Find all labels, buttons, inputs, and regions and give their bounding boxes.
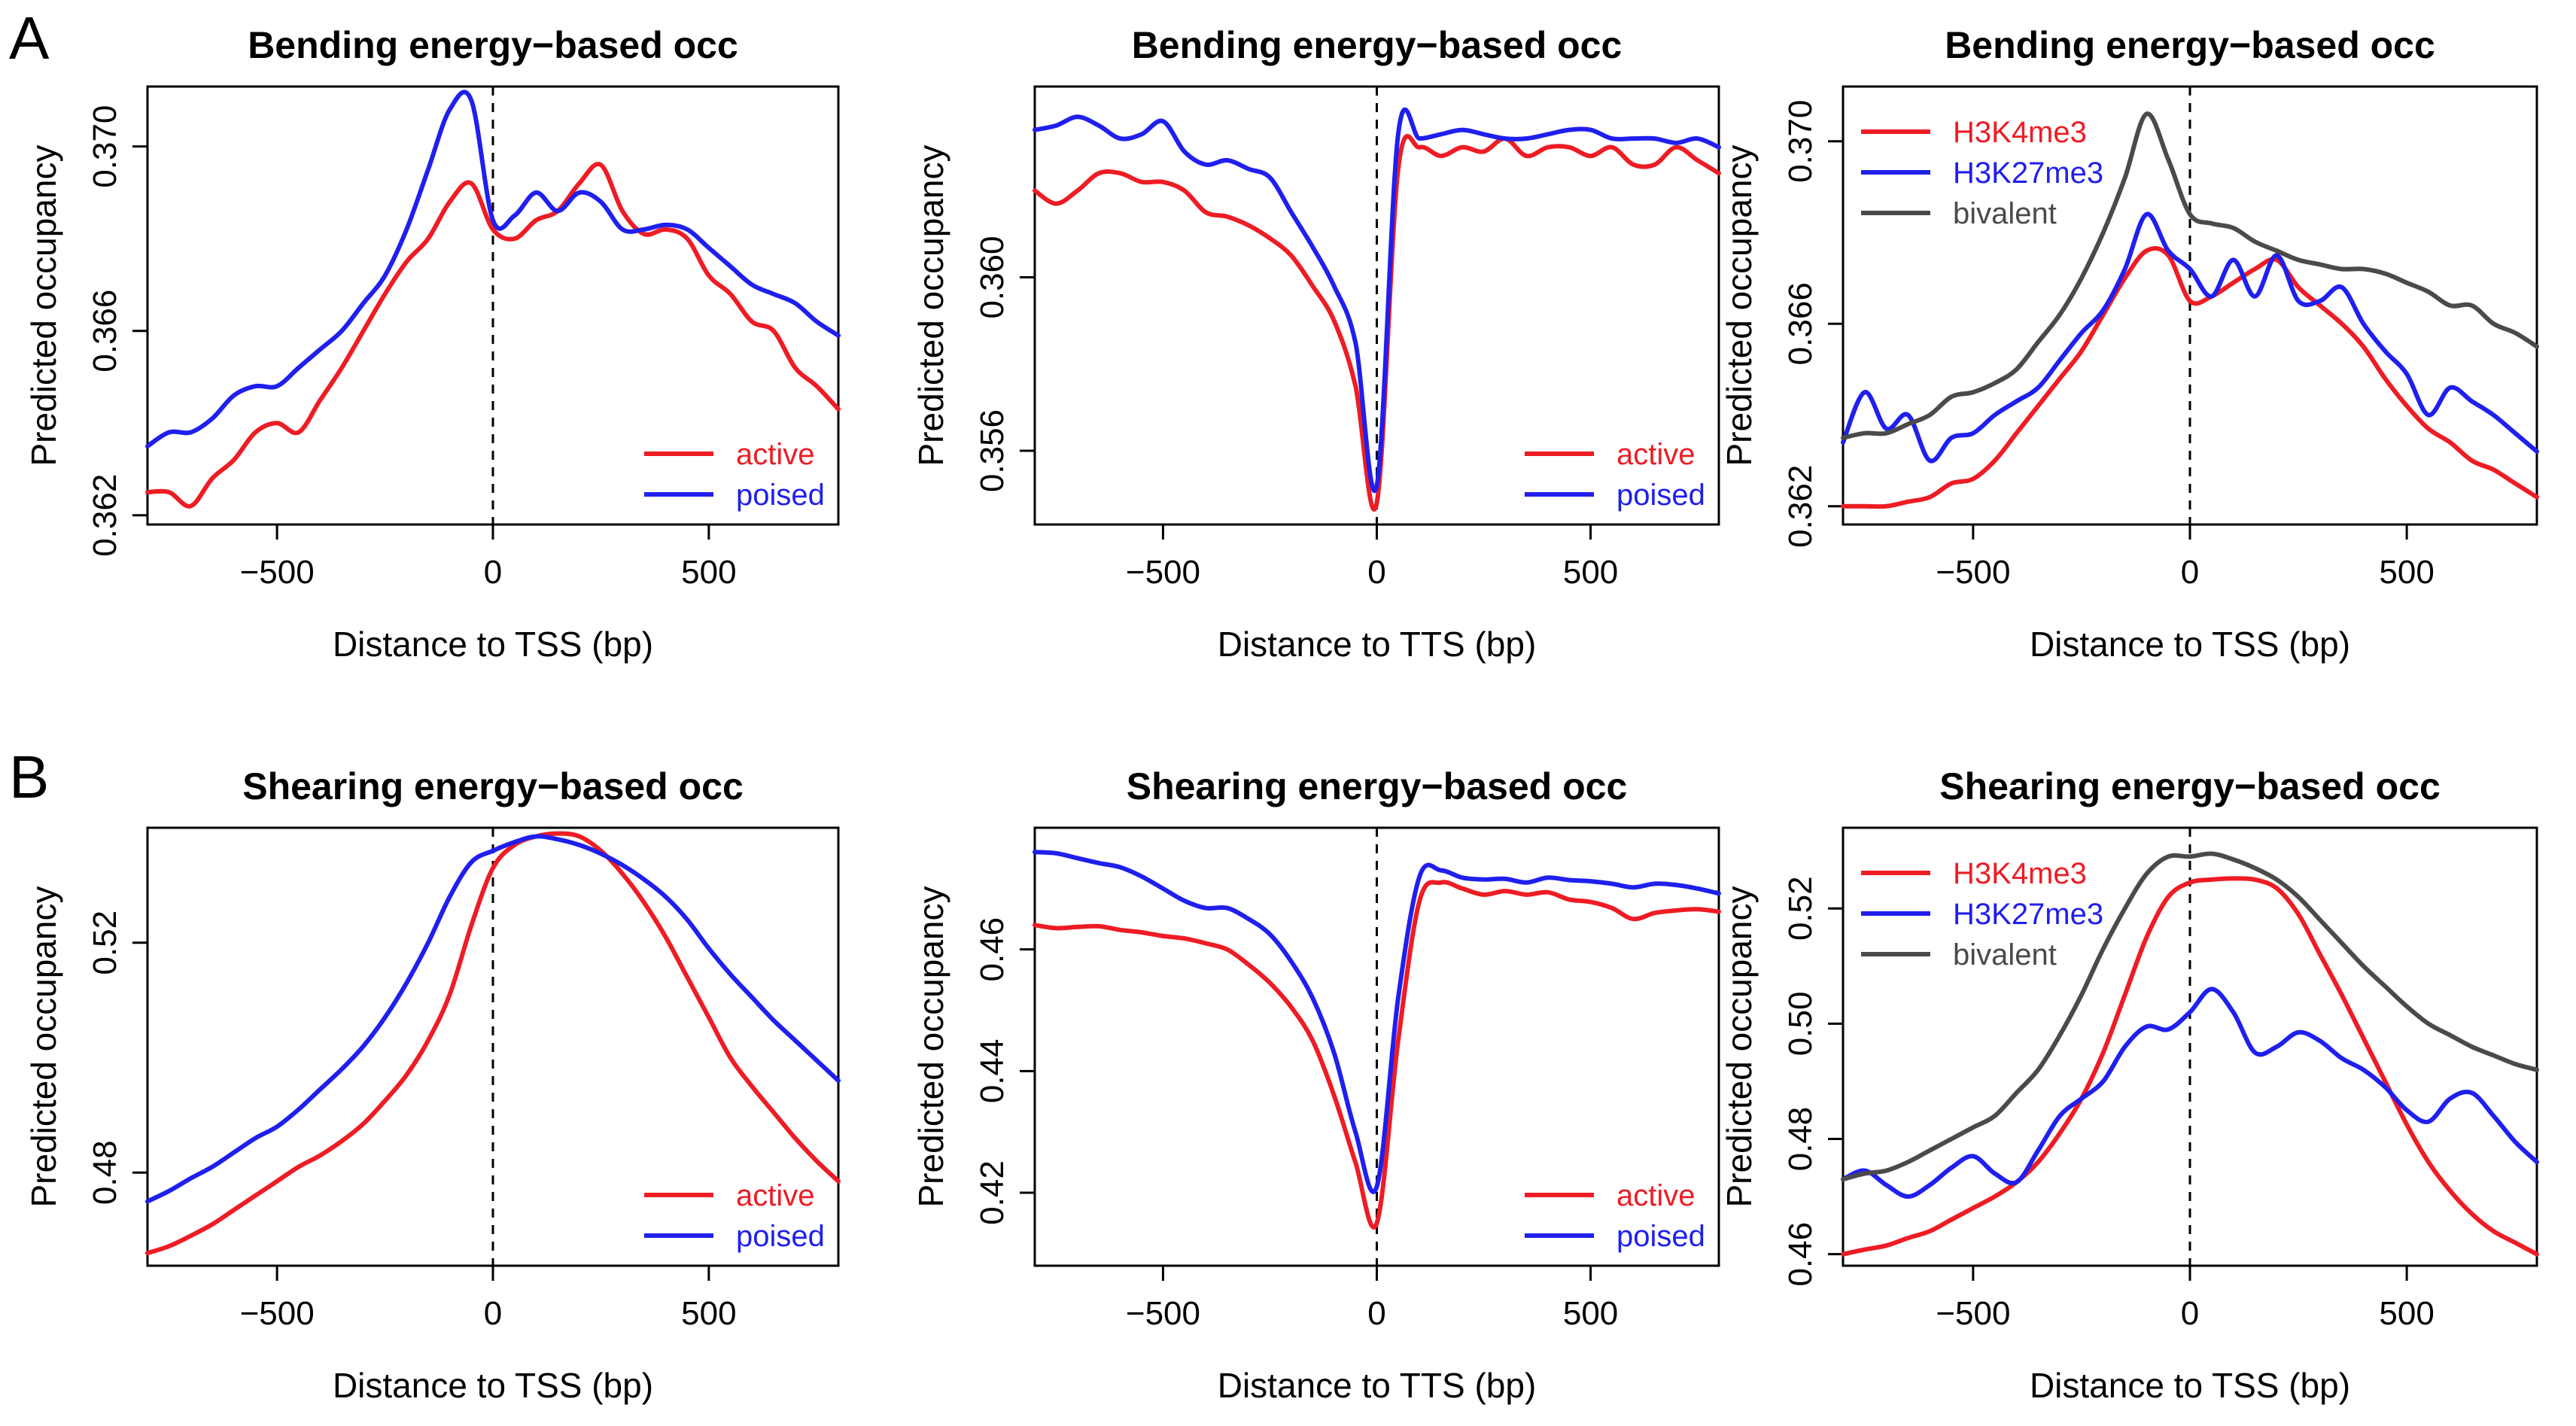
series-line-h3k4me3 (1841, 246, 2539, 509)
x-axis-label: Distance to TSS (bp) (2030, 625, 2350, 664)
x-tick-label: 0 (1367, 554, 1385, 591)
x-tick-label: −500 (240, 1295, 315, 1332)
panel-label-b: B (9, 743, 49, 810)
legend-label: H3K4me3 (1953, 857, 2087, 890)
x-tick-label: 0 (1367, 1295, 1385, 1332)
y-axis-label: Predicted occupancy (911, 144, 950, 466)
y-tick-label: 0.48 (87, 1140, 123, 1205)
legend-label: active (736, 1179, 815, 1212)
legend-label: H3K27me3 (1953, 157, 2103, 190)
y-tick-label: 0.362 (1782, 465, 1819, 548)
legend-label: H3K4me3 (1953, 116, 2087, 149)
x-tick-label: 500 (681, 1295, 736, 1332)
y-tick-label: 0.46 (1782, 1222, 1819, 1287)
legend-label: poised (736, 479, 825, 512)
y-axis-label: Predicted occupancy (1720, 144, 1759, 466)
y-tick-label: 0.356 (974, 409, 1011, 492)
y-tick-label: 0.366 (87, 290, 123, 372)
y-tick-label: 0.370 (87, 105, 123, 188)
series-line-poised (145, 834, 841, 1204)
series-line-bivalent (1841, 111, 2539, 440)
legend-label: bivalent (1953, 197, 2057, 230)
x-tick-label: 0 (484, 554, 502, 591)
y-tick-label: 0.46 (974, 917, 1011, 982)
series-line-poised (1033, 850, 1721, 1194)
x-axis-label: Distance to TSS (bp) (333, 625, 653, 664)
chart-title: Bending energy−based occ (1132, 24, 1623, 66)
y-axis-label: Predicted occupancy (1720, 886, 1759, 1207)
chart-a1-bending-tss: Bending energy−based occ −500 0 500 Distance… (24, 24, 841, 664)
y-axis-label: Predicted occupancy (911, 886, 950, 1207)
x-tick-label: 500 (1563, 1295, 1618, 1332)
series-line-poised (145, 90, 841, 448)
chart-title: Shearing energy−based occ (1127, 765, 1628, 807)
x-tick-label: 0 (484, 1295, 502, 1332)
y-axis-label: Predicted occupancy (24, 886, 63, 1207)
series-line-h3k4me3 (1841, 876, 2539, 1257)
legend-label: active (736, 438, 815, 471)
x-tick-label: 0 (2181, 554, 2199, 591)
x-tick-label: 0 (2181, 1295, 2199, 1332)
series-line-active (145, 162, 841, 509)
x-tick-label: 500 (681, 554, 736, 591)
y-tick-label: 0.362 (87, 474, 123, 557)
legend-label: poised (1616, 1220, 1705, 1253)
x-tick-label: −500 (1126, 554, 1200, 591)
legend-label: bivalent (1953, 938, 2057, 971)
x-tick-label: 500 (2379, 1295, 2434, 1332)
y-tick-label: 0.52 (1782, 876, 1819, 941)
chart-b1-shearing-tss: Shearing energy−based occ −500 0 500 Distanc… (24, 765, 841, 1405)
series-line-active (1033, 880, 1721, 1230)
y-tick-label: 0.360 (974, 236, 1011, 318)
x-axis-label: Distance to TSS (bp) (2030, 1366, 2350, 1405)
x-tick-label: −500 (240, 554, 315, 591)
x-axis-label: Distance to TSS (bp) (333, 1366, 653, 1405)
chart-b2-shearing-tts: Shearing energy−based occ −500 0 500 Distanc… (911, 765, 1721, 1405)
y-tick-label: 0.52 (87, 911, 123, 975)
legend-label: H3K27me3 (1953, 898, 2103, 931)
legend-label: active (1616, 438, 1696, 471)
chart-a2-bending-tts: Bending energy−based occ −500 0 500 Distance… (911, 24, 1721, 664)
legend-label: active (1616, 1179, 1696, 1212)
x-axis-label: Distance to TTS (bp) (1218, 625, 1537, 664)
chart-title: Bending energy−based occ (248, 24, 738, 66)
y-tick-label: 0.44 (974, 1039, 1011, 1104)
chart-b3-shearing-histone: Shearing energy−based occ −500 0 500 Distanc… (1720, 765, 2539, 1405)
legend-label: poised (736, 1220, 825, 1253)
chart-title: Shearing energy−based occ (242, 765, 744, 807)
series-line-poised (1033, 107, 1721, 494)
y-tick-label: 0.48 (1782, 1107, 1819, 1172)
y-tick-label: 0.370 (1782, 100, 1819, 183)
x-tick-label: −500 (1936, 554, 2010, 591)
y-tick-label: 0.366 (1782, 282, 1819, 365)
x-axis-label: Distance to TTS (bp) (1218, 1366, 1537, 1405)
y-tick-label: 0.50 (1782, 992, 1819, 1057)
panel-label-a: A (9, 5, 50, 71)
x-tick-label: −500 (1126, 1295, 1200, 1332)
series-line-bivalent (1841, 851, 2539, 1182)
chart-a3-bending-histone: Bending energy−based occ −500 0 500 Distance… (1720, 24, 2539, 664)
chart-title: Shearing energy−based occ (1939, 765, 2441, 807)
legend-label: poised (1616, 479, 1705, 512)
series-line-h3k27me3 (1841, 987, 2539, 1199)
y-tick-label: 0.42 (974, 1160, 1011, 1225)
x-tick-label: 500 (2379, 554, 2434, 591)
x-tick-label: 500 (1563, 554, 1618, 591)
series-line-h3k27me3 (1841, 211, 2539, 464)
y-axis-label: Predicted occupancy (24, 144, 63, 466)
x-tick-label: −500 (1936, 1295, 2010, 1332)
chart-title: Bending energy−based occ (1945, 24, 2435, 66)
series-line-active (145, 831, 841, 1256)
